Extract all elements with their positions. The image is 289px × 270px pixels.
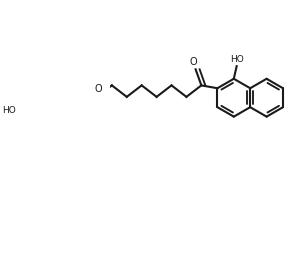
Text: O: O <box>95 84 102 94</box>
Text: HO: HO <box>230 55 244 65</box>
Text: HO: HO <box>2 106 16 115</box>
Text: O: O <box>190 57 197 67</box>
